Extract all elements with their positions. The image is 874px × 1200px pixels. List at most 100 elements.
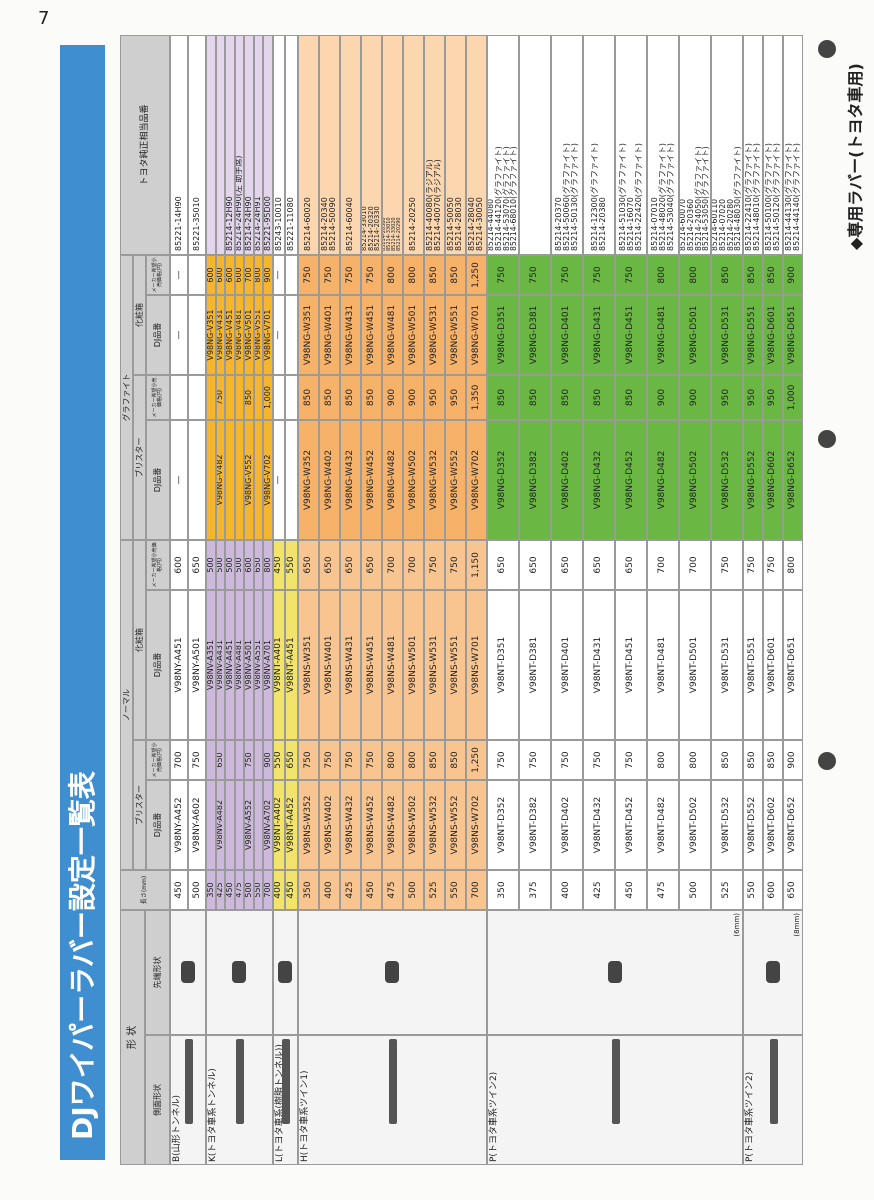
dj-code: V98NG-V431 bbox=[215, 295, 225, 375]
dj-code: V98NT-D352 bbox=[486, 780, 519, 870]
price: 650 bbox=[550, 540, 583, 590]
subtitle: ◆専用ラバー(トヨタ車用) bbox=[846, 63, 865, 250]
dj-code: V98NG-V482 bbox=[215, 420, 225, 540]
toyota-codes: 85214-33010 85214-20320 85214-20330 bbox=[360, 35, 382, 255]
length: 425 bbox=[215, 870, 225, 910]
length: 425 bbox=[582, 870, 615, 910]
header-cell: DJ品番 bbox=[146, 590, 170, 740]
price: 600 bbox=[170, 540, 188, 590]
price: 750 bbox=[742, 540, 763, 590]
toyota-codes: 85221-14H90 bbox=[170, 35, 188, 255]
toyota-code: 85221-14H90 bbox=[174, 196, 183, 251]
dj-code bbox=[285, 295, 298, 375]
price: 850 bbox=[710, 740, 743, 780]
price: 550 bbox=[272, 740, 285, 780]
price: 750 bbox=[762, 540, 783, 590]
dj-code bbox=[234, 420, 244, 540]
header-cell: メーカー希望小売価格(円) bbox=[146, 255, 170, 295]
price: — bbox=[272, 255, 285, 295]
price: 850 bbox=[742, 255, 763, 295]
length: 350 bbox=[206, 870, 216, 910]
dj-code: V98NS-W351 bbox=[297, 590, 319, 740]
length: 550 bbox=[444, 870, 466, 910]
price: 800 bbox=[678, 255, 711, 295]
price: 850 bbox=[318, 375, 340, 420]
toyota-codes: 85214-60020 bbox=[297, 35, 319, 255]
price: 650 bbox=[253, 540, 263, 590]
dj-code: V98NS-W352 bbox=[297, 780, 319, 870]
price: 750 bbox=[215, 375, 225, 420]
dj-code: V98NV-A451 bbox=[225, 590, 235, 740]
toyota-code: 85214-20330 bbox=[373, 206, 382, 251]
price: 850 bbox=[360, 375, 382, 420]
price: 500 bbox=[215, 540, 225, 590]
toyota-codes: 85214-51030(グラファイト) 85214-16070 85214-2242… bbox=[614, 35, 647, 255]
price: 750 bbox=[486, 255, 519, 295]
toyota-codes: 85214-12300(グラファイト) 85214-20380 bbox=[582, 35, 615, 255]
dj-code bbox=[206, 780, 216, 870]
price: 800 bbox=[263, 540, 273, 590]
dj-code: V98NG-D382 bbox=[518, 420, 551, 540]
dj-code: V98NT-D402 bbox=[550, 780, 583, 870]
dj-code: V98NG-D532 bbox=[710, 420, 743, 540]
price: 850 bbox=[742, 740, 763, 780]
dj-code: V98NG-W401 bbox=[318, 295, 340, 375]
price bbox=[188, 375, 206, 420]
price: 650 bbox=[297, 540, 319, 590]
price: 750 bbox=[518, 740, 551, 780]
price: 900 bbox=[402, 375, 424, 420]
price: 700 bbox=[170, 740, 188, 780]
price: 1,250 bbox=[465, 255, 487, 295]
dj-code bbox=[225, 420, 235, 540]
length: 350 bbox=[486, 870, 519, 910]
dj-code: V98NY-A451 bbox=[170, 590, 188, 740]
dj-code: V98NV-A501 bbox=[244, 590, 254, 740]
tip-shape: (6mm) bbox=[486, 910, 743, 1035]
toyota-codes: 85214-60070 85214-20360 85214-24050(グラファイト… bbox=[678, 35, 711, 255]
row-label: P(トヨタ車系ツイン2) bbox=[486, 1035, 743, 1165]
header-cell: メーカー希望小売価格(円) bbox=[146, 540, 170, 590]
dj-code: V98NS-W502 bbox=[402, 780, 424, 870]
price: 800 bbox=[402, 740, 424, 780]
length: 450 bbox=[614, 870, 647, 910]
dj-code: V98NY-A452 bbox=[170, 780, 188, 870]
dj-code: V98NS-W401 bbox=[318, 590, 340, 740]
price: 950 bbox=[742, 375, 763, 420]
header-cell: ブリスター bbox=[133, 740, 146, 870]
price: 750 bbox=[550, 740, 583, 780]
header-cell: DJ品番 bbox=[146, 420, 170, 540]
dj-code: V98NT-D451 bbox=[614, 590, 647, 740]
toyota-codes: 85214-20340 85214-50090 bbox=[318, 35, 340, 255]
price: 900 bbox=[678, 375, 711, 420]
dj-code: V98NG-W481 bbox=[381, 295, 403, 375]
dj-code: V98NG-D601 bbox=[762, 295, 783, 375]
header-cell: 形 状 bbox=[120, 910, 145, 1165]
toyota-code: 85214-24H90(左 助手席) bbox=[234, 155, 244, 252]
toyota-code: 85214-30050 bbox=[475, 197, 484, 251]
toyota-codes: 85214-50050 85214-28030 bbox=[444, 35, 466, 255]
price: 600 bbox=[244, 540, 254, 590]
wiper-side-image bbox=[185, 1039, 193, 1124]
price: 800 bbox=[381, 740, 403, 780]
group-label: P(トヨタ車系ツイン2) bbox=[488, 1071, 499, 1162]
dj-code: V98NT-D602 bbox=[762, 780, 783, 870]
length: 350 bbox=[297, 870, 319, 910]
toyota-code: 85214-24H90 bbox=[244, 196, 253, 251]
price: 600 bbox=[215, 255, 225, 295]
price: 750 bbox=[318, 740, 340, 780]
dj-code: V98NS-W432 bbox=[339, 780, 361, 870]
wiper-side-image bbox=[769, 1039, 778, 1124]
price: 850 bbox=[423, 740, 445, 780]
dj-code: V98NV-A701 bbox=[263, 590, 273, 740]
tip-shape bbox=[170, 910, 206, 1035]
dj-code: V98NG-V552 bbox=[244, 420, 254, 540]
price bbox=[188, 255, 206, 295]
toyota-code: 85214-48030(グラファイト) bbox=[733, 146, 743, 251]
toyota-code: 85214-22420(グラファイト) bbox=[633, 142, 643, 251]
price: 850 bbox=[762, 255, 783, 295]
header-cell: メーカー希望小売価格(円) bbox=[146, 375, 170, 420]
header-cell: トヨタ純正相当品番 bbox=[120, 35, 170, 255]
dj-code: V98NG-D432 bbox=[582, 420, 615, 540]
dj-code: V98NG-W452 bbox=[360, 420, 382, 540]
